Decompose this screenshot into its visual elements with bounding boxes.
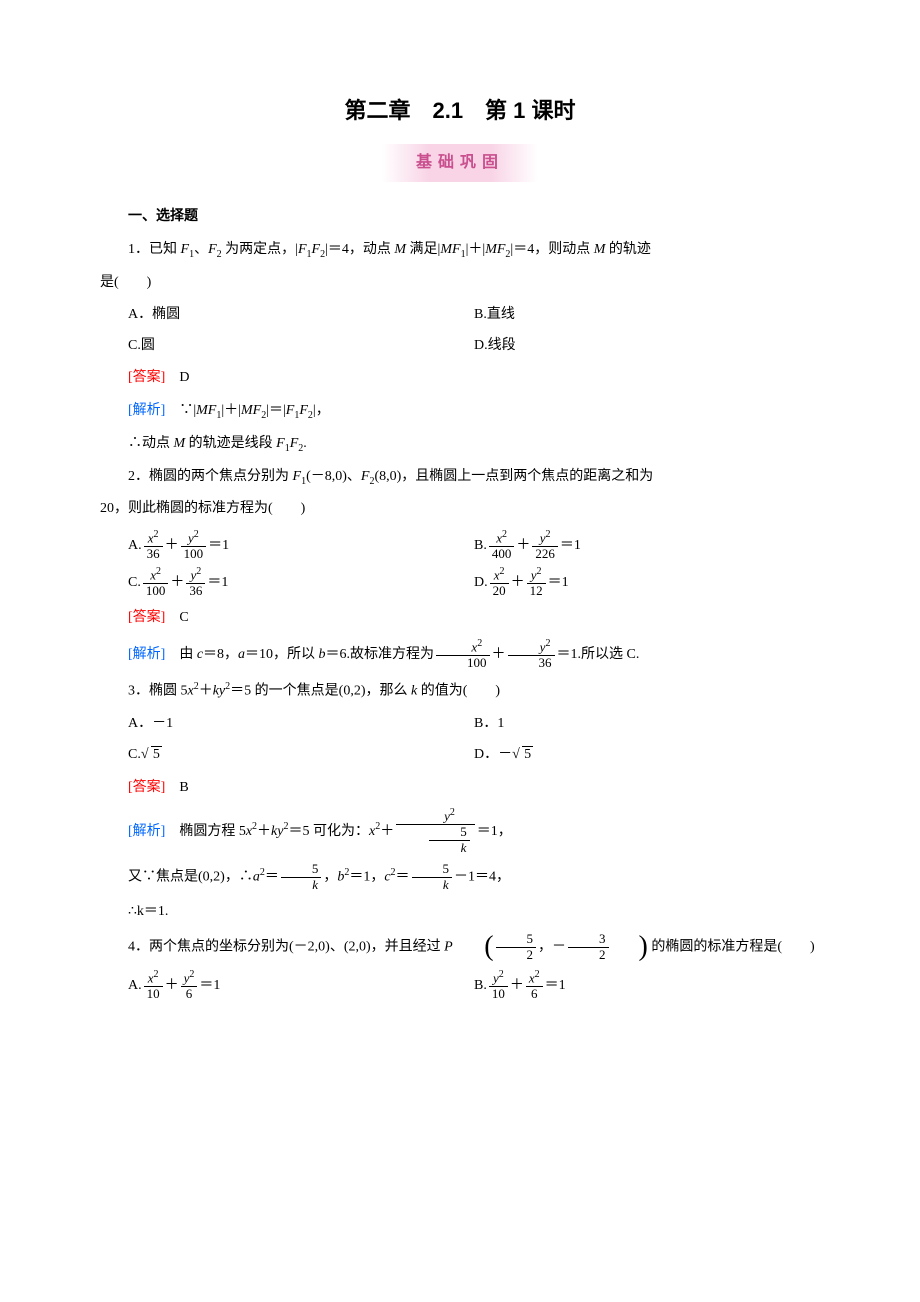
q2-options-row2: C.x2100＋y236＝1 D.x220＋y212＝1 bbox=[100, 566, 820, 599]
q3-optC: C.5 bbox=[128, 742, 474, 769]
q3-stem: 3．椭圆 5x2＋ky2＝5 的一个焦点是(0,2)，那么 k 的值为( ) bbox=[100, 677, 820, 705]
q2-optD: D.x220＋y212＝1 bbox=[474, 566, 820, 599]
q1-options: A．椭圆 B.直线 bbox=[100, 302, 820, 329]
q3-analysis-3: ∴k＝1. bbox=[100, 899, 820, 926]
page-title: 第二章 2.1 第 1 课时 bbox=[100, 90, 820, 132]
q2-optC: C.x2100＋y236＝1 bbox=[128, 566, 474, 599]
q1-stem-tail: 是( ) bbox=[100, 270, 820, 297]
q2-optB: B.x2400＋y2226＝1 bbox=[474, 529, 820, 562]
analysis-label: [解析] bbox=[128, 403, 165, 418]
q2-stem: 2．椭圆的两个焦点分别为 F1(－8,0)、F2(8,0)，且椭圆上一点到两个焦… bbox=[100, 464, 820, 491]
q4-optA: A.x210＋y26＝1 bbox=[128, 969, 474, 1002]
q1-stem: 1．已知 F1、F2 为两定点，|F1F2|＝4，动点 M 满足|MF1|＋|M… bbox=[100, 237, 820, 264]
q1-analysis-2: ∴动点 M 的轨迹是线段 F1F2. bbox=[100, 431, 820, 458]
q3-optD: D．－5 bbox=[474, 742, 820, 769]
q3-optB: B．1 bbox=[474, 711, 820, 738]
q3-analysis: [解析] 椭圆方程 5x2＋ky2＝5 可化为：x2＋y25k＝1， bbox=[100, 807, 820, 856]
banner: 基础巩固 bbox=[100, 144, 820, 182]
q4-stem: 4．两个焦点的坐标分别为(－2,0)、(2,0)，并且经过 P (52，－32)… bbox=[100, 932, 820, 963]
q1-answer: [答案] D bbox=[100, 365, 820, 392]
banner-text: 基础巩固 bbox=[416, 154, 504, 171]
q1-optB: B.直线 bbox=[474, 302, 820, 329]
q3-optA: A．－1 bbox=[128, 711, 474, 738]
q3-options-row1: A．－1 B．1 bbox=[100, 711, 820, 738]
q4-options-row1: A.x210＋y26＝1 B.y210＋x26＝1 bbox=[100, 969, 820, 1002]
q2-analysis: [解析] 由 c＝8，a＝10，所以 b＝6.故标准方程为x2100＋y236＝… bbox=[100, 638, 820, 671]
q1-optA: A．椭圆 bbox=[128, 302, 474, 329]
section-heading: 一、选择题 bbox=[100, 202, 820, 229]
q2-stem-tail: 20，则此椭圆的标准方程为( ) bbox=[100, 496, 820, 523]
answer-label: [答案] bbox=[128, 370, 165, 385]
q1-analysis: [解析] ∵|MF1|＋|MF2|＝|F1F2|， bbox=[100, 398, 820, 425]
q3-answer: [答案] B bbox=[100, 775, 820, 802]
q3-analysis-2: 又∵焦点是(0,2)，∴a2＝5k，b2＝1，c2＝5k－1＝4， bbox=[100, 862, 820, 893]
q1-optD: D.线段 bbox=[474, 333, 820, 360]
q2-options-row1: A.x236＋y2100＝1 B.x2400＋y2226＝1 bbox=[100, 529, 820, 562]
q2-optA: A.x236＋y2100＝1 bbox=[128, 529, 474, 562]
q4-optB: B.y210＋x26＝1 bbox=[474, 969, 820, 1002]
q3-options-row2: C.5 D．－5 bbox=[100, 742, 820, 769]
q2-answer: [答案] C bbox=[100, 605, 820, 632]
q1-optC: C.圆 bbox=[128, 333, 474, 360]
